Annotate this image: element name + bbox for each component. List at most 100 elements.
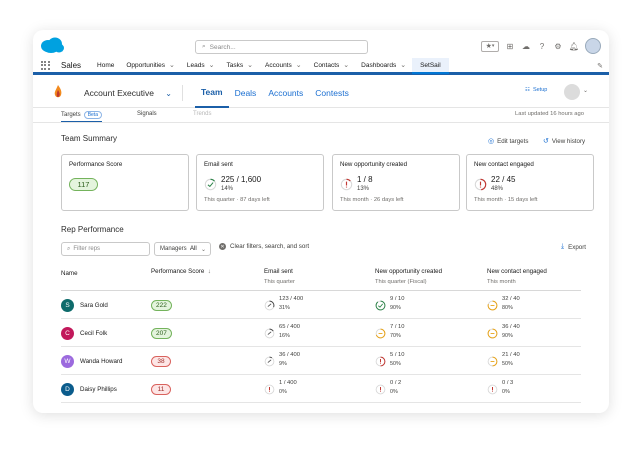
card-title: New contact engaged [474,161,534,168]
edit-targets-button[interactable]: ◎ Edit targets [488,137,528,146]
chevron-down-icon: ⌄ [200,246,206,253]
bell-icon[interactable]: 🔔︎ [568,41,580,51]
help-icon[interactable]: ? [539,41,545,51]
column-header-email-sent[interactable]: Email sent [264,268,293,275]
chevron-down-icon[interactable]: ⌄ [295,62,302,69]
tab-contests[interactable]: Contests [315,88,349,98]
rep-name[interactable]: Cecil Folk [80,330,108,337]
nav-label: Tasks [226,61,244,69]
table-row[interactable]: D Daisy Phillips 11 1 / 400 0% 0 / 2 0% 0 … [61,376,581,403]
metric-new-opportunity: 7 / 10 70% [375,324,475,344]
gauge-track [264,384,275,395]
user-avatar[interactable] [585,38,601,54]
trend-icon [267,359,272,363]
export-button[interactable]: ⤓ Export [561,243,586,251]
rep-name[interactable]: Sara Gold [80,302,108,309]
team-select[interactable]: Account Executive ⌄ [73,85,183,101]
summary-card-performance-score: Performance Score 117 [61,154,189,211]
column-label: Performance Score [151,268,205,275]
setsail-tabs: Team Deals Accounts Contests [195,78,355,108]
rep-name[interactable]: Daisy Phillips [80,386,117,393]
subtab-targets[interactable]: Targets Beta [61,111,102,122]
column-period: This quarter (Fiscal) [375,279,427,285]
metric-new-contact: 32 / 40 80% [487,296,587,316]
metric-percent: 80% [502,305,513,311]
metric-percent: 50% [390,361,401,367]
cloud-trail-icon[interactable]: ☁ [522,41,530,51]
card-value: 22 / 45 [491,175,516,184]
salesforce-logo[interactable] [39,36,65,54]
column-header-new-opportunity[interactable]: New opportunity created [375,268,443,275]
nav-item-tasks[interactable]: Tasks ⌄ [221,58,260,72]
tab-accounts[interactable]: Accounts [268,88,304,98]
target-icon: ◎ [488,138,495,145]
metric-email-sent: 123 / 400 31% [264,296,364,316]
chevron-down-icon[interactable]: ⌄ [400,62,407,69]
table-row[interactable]: W Wanda Howard 38 36 / 400 9% 5 / 10 50% 2… [61,348,581,375]
search-placeholder: Search... [209,43,236,51]
download-icon: ⤓ [561,243,565,250]
nav-item-contacts[interactable]: Contacts ⌄ [308,58,356,72]
clear-filters-button[interactable]: ✕ Clear filters, search, and sort [219,243,309,250]
chevron-down-icon[interactable]: ⌄ [169,62,175,69]
metric-new-contact: 36 / 40 90% [487,324,587,344]
user-avatar[interactable] [564,84,580,100]
metric-percent: 90% [502,333,513,339]
nav-item-setsail[interactable]: SetSail [412,58,449,74]
filter-reps-input[interactable]: ⌕ Filter reps [61,242,150,256]
subtab-trends[interactable]: Trends [193,111,212,117]
tab-deals[interactable]: Deals [234,88,257,98]
nav-item-leads[interactable]: Leads ⌄ [181,58,221,72]
avatar: W [61,355,74,368]
nav-label: Accounts [265,61,292,69]
nav-item-accounts[interactable]: Accounts ⌄ [259,58,308,72]
chevron-down-icon[interactable]: ⌄ [247,62,253,69]
progress-gauge-icon [487,328,498,339]
nav-label: Dashboards [361,61,397,69]
gauge-arc [487,300,498,311]
table-row[interactable]: C Cecil Folk 207 65 / 400 16% 7 / 10 70% 3… [61,320,581,347]
favorites-button[interactable]: ★ ▾ [481,40,499,52]
gauge-arc [269,328,274,332]
subtab-signals[interactable]: Signals [137,111,157,117]
column-header-performance-score[interactable]: Performance Score ↓ [151,268,211,275]
column-header-new-contact[interactable]: New contact engaged [487,268,547,275]
metric-value: 32 / 40 [502,296,520,302]
metric-value: 9 / 10 [390,296,405,302]
metric-value: 1 / 400 [279,380,297,386]
sort-arrow-down-icon: ↓ [206,268,211,275]
progress-gauge-icon [340,178,353,191]
metric-value: 0 / 3 [502,380,514,386]
metric-value: 21 / 40 [502,352,520,358]
add-icon[interactable]: ⊞ [506,41,514,51]
managers-select[interactable]: Managers All ⌄ [154,242,211,256]
chevron-down-icon[interactable]: ⌄ [583,88,589,94]
nav-label: Leads [186,61,205,69]
chevron-down-icon[interactable]: ⌄ [208,62,215,69]
metric-percent: 16% [279,333,290,339]
summary-card-new-contact: New contact engaged 22 / 45 48% This mon… [466,154,594,211]
chevron-down-icon[interactable]: ⌄ [343,62,350,69]
star-icon: ★ [485,43,492,50]
search-icon: ⌕ [202,43,206,50]
column-header-name[interactable]: Name [61,270,78,277]
setup-link[interactable]: ☷ Setup [525,87,547,93]
nav-item-home[interactable]: Home [91,58,120,72]
chevron-down-icon: ▾ [491,43,495,49]
rep-name[interactable]: Wanda Howard [80,358,123,365]
last-updated-text: Last updated 16 hours ago [515,111,584,117]
view-history-button[interactable]: ↺ View history [543,137,585,146]
global-header: ⌕ Search... ★ ▾ ⊞ ☁ ? ⚙ 🔔︎ [33,30,609,58]
edit-nav-icon[interactable]: ✎ [597,63,603,70]
waffle-icon [40,60,50,70]
gear-icon[interactable]: ⚙ [554,41,562,51]
team-select-value: Account Executive [84,88,154,98]
app-launcher-button[interactable] [33,58,57,72]
check-icon [378,303,384,308]
global-search-input[interactable]: ⌕ Search... [195,40,368,54]
table-row[interactable]: S Sara Gold 222 123 / 400 31% 9 / 10 90% 3… [61,292,581,319]
nav-item-dashboards[interactable]: Dashboards ⌄ [355,58,412,72]
performance-score-badge: 38 [151,356,171,367]
nav-item-opportunities[interactable]: Opportunities ⌄ [120,58,181,72]
tab-team[interactable]: Team [195,78,229,108]
